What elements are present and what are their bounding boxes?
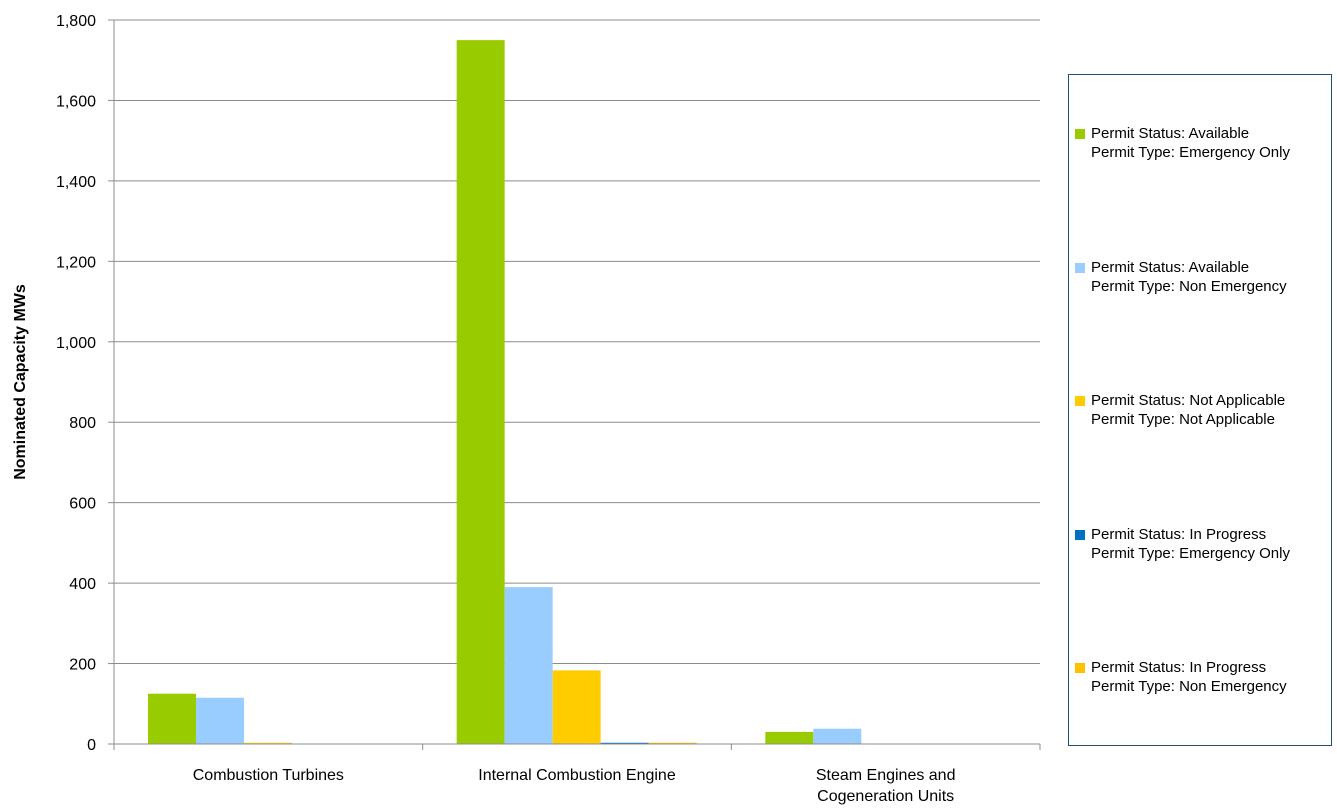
legend-label-line: Permit Status: Not Applicable	[1091, 392, 1286, 409]
legend: Permit Status: Available Permit Type: Eme…	[1068, 74, 1332, 746]
bar	[813, 728, 862, 744]
legend-label: Permit Status: In Progress Permit Type: N…	[1091, 658, 1287, 696]
x-category-label: Internal Combustion Engine	[478, 767, 676, 784]
bar	[600, 742, 649, 744]
bar	[648, 742, 697, 744]
legend-label-line: Permit Type: Emergency Only	[1091, 545, 1290, 562]
bar	[148, 693, 196, 744]
legend-label: Permit Status: Available Permit Type: Non…	[1091, 258, 1287, 296]
axes	[108, 19, 1041, 750]
bar	[244, 742, 292, 744]
legend-item: Permit Status: In Progress Permit Type: E…	[1075, 525, 1290, 563]
y-tick-label: 600	[69, 496, 96, 513]
y-tick-label: 1,200	[56, 254, 96, 271]
y-tick-label: 0	[87, 737, 96, 754]
legend-swatch	[1075, 129, 1085, 139]
y-tick-label: 800	[69, 415, 96, 432]
y-tick-label: 1,400	[56, 174, 96, 191]
legend-label: Permit Status: In Progress Permit Type: E…	[1091, 525, 1290, 563]
legend-label-line: Permit Status: In Progress	[1091, 659, 1267, 676]
labels: 0 200 400 600 800 1,000 1,200 1,400 1,600 1,800 Co…	[56, 13, 956, 805]
legend-item: Permit Status: In Progress Permit Type: N…	[1075, 658, 1287, 696]
y-axis-title: Nominated Capacity MWs	[12, 284, 29, 480]
legend-label-line: Permit Type: Not Applicable	[1091, 411, 1275, 428]
legend-label-line: Permit Type: Non Emergency	[1091, 278, 1287, 295]
bar	[504, 587, 553, 744]
bar	[456, 40, 505, 745]
legend-item: Permit Status: Available Permit Type: Non…	[1075, 258, 1287, 296]
gridlines	[114, 19, 1040, 665]
legend-label-line: Permit Status: Available	[1091, 125, 1250, 142]
legend-label: Permit Status: Available Permit Type: Eme…	[1091, 124, 1290, 162]
legend-swatch	[1075, 663, 1085, 673]
bar	[196, 697, 244, 744]
legend-item: Permit Status: Not Applicable Permit Type…	[1075, 391, 1285, 429]
y-tick-label: 1,800	[56, 13, 96, 30]
legend-label-line: Permit Type: Emergency Only	[1091, 144, 1290, 161]
bar	[765, 731, 814, 744]
x-category-label: Combustion Turbines	[193, 767, 344, 784]
legend-item: Permit Status: Available Permit Type: Eme…	[1075, 124, 1290, 162]
legend-swatch	[1075, 396, 1085, 406]
y-tick-label: 200	[69, 657, 96, 674]
x-category-label: Steam Engines and	[816, 767, 956, 784]
legend-label-line: Permit Type: Non Emergency	[1091, 678, 1287, 695]
y-tick-label: 1,000	[56, 335, 96, 352]
y-tick-label: 1,600	[56, 93, 96, 110]
legend-swatch	[1075, 263, 1085, 273]
bars	[148, 40, 862, 745]
legend-label: Permit Status: Not Applicable Permit Type…	[1091, 391, 1285, 429]
legend-label-line: Permit Status: Available	[1091, 259, 1250, 276]
legend-label-line: Permit Status: In Progress	[1091, 526, 1267, 543]
bar	[552, 670, 601, 744]
legend-swatch	[1075, 530, 1085, 540]
x-category-label: Cogeneration Units	[817, 788, 954, 805]
y-tick-label: 400	[69, 576, 96, 593]
